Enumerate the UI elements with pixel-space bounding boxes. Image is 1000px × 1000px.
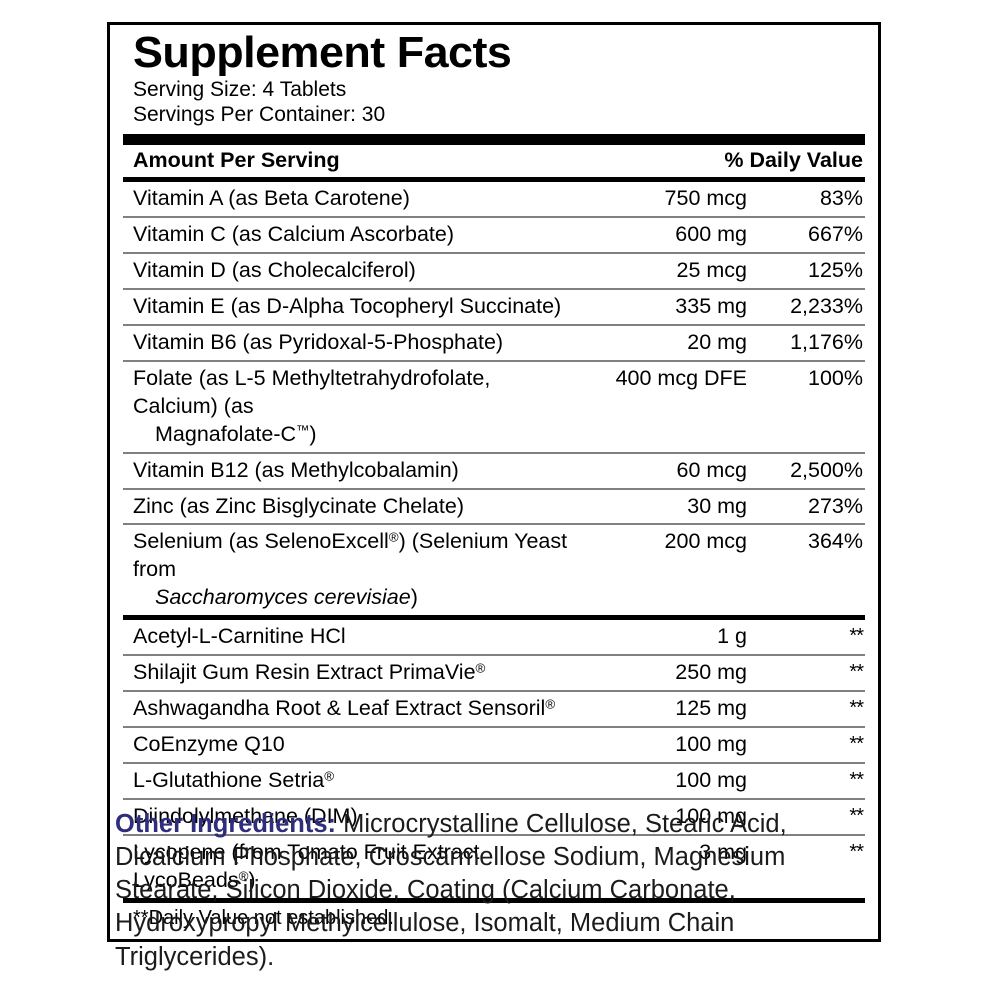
ingredient-daily-value: ** xyxy=(849,733,864,756)
ingredient-amount: 200 mcg xyxy=(664,529,747,554)
ingredient-daily-value: ** xyxy=(849,769,864,792)
ingredient-name: Vitamin A (as Beta Carotene) xyxy=(133,186,410,211)
ingredient-daily-value: ** xyxy=(849,804,864,827)
amount-per-serving-header: Amount Per Serving xyxy=(133,148,340,173)
table-row: Selenium (as SelenoExcell®) (Selenium Ye… xyxy=(123,525,865,615)
ingredient-name: Vitamin B6 (as Pyridoxal-5-Phosphate) xyxy=(133,329,504,354)
divider-between-sections xyxy=(123,615,865,621)
row-divider xyxy=(123,451,865,454)
table-row: Vitamin A (as Beta Carotene) 750 mcg 83% xyxy=(123,182,865,216)
ingredient-amount: 60 mcg xyxy=(676,457,747,482)
row-divider xyxy=(123,762,865,765)
ingredient-amount: 30 mg xyxy=(687,493,747,518)
divider-above-footnote xyxy=(123,897,865,903)
row-divider xyxy=(123,251,865,254)
row-divider xyxy=(123,323,865,326)
table-row: Folate (as L-5 Methyltetrahydrofolate, C… xyxy=(123,362,865,452)
ingredient-name: Folate (as L-5 Methyltetrahydrofolate, C… xyxy=(133,365,491,446)
other-actives-section: Acetyl-L-Carnitine HCl 1 g ** Shilajit Gum … xyxy=(123,620,865,898)
ingredient-daily-value: 2,500% xyxy=(790,457,863,482)
ingredient-amount: 20 mg xyxy=(687,329,747,354)
row-divider xyxy=(123,654,865,657)
row-divider xyxy=(123,833,865,836)
other-ingredients-label: Other Ingredients: xyxy=(115,810,337,838)
ingredient-name: L-Glutathione Setria® xyxy=(133,768,335,793)
vitamins-section: Vitamin A (as Beta Carotene) 750 mcg 83% Vi… xyxy=(123,182,865,615)
ingredient-daily-value: ** xyxy=(849,697,864,720)
ingredient-name: Zinc (as Zinc Bisglycinate Chelate) xyxy=(133,493,464,518)
row-divider xyxy=(123,216,865,219)
ingredient-name: CoEnzyme Q10 xyxy=(133,732,285,757)
ingredient-name: Lycopene (from Tomato Fruit Extract Lyco… xyxy=(133,839,480,892)
row-divider xyxy=(123,690,865,693)
ingredient-daily-value: 83% xyxy=(819,186,863,211)
row-divider xyxy=(123,797,865,800)
ingredient-name: Selenium (as SelenoExcell®) (Selenium Ye… xyxy=(133,529,568,610)
ingredient-amount: 335 mg xyxy=(675,293,747,318)
ingredient-amount: 600 mg xyxy=(675,222,747,247)
divider-under-header xyxy=(123,177,865,183)
ingredient-daily-value: ** xyxy=(849,625,864,648)
ingredient-amount: 400 mcg DFE xyxy=(615,365,747,390)
ingredient-name: Vitamin C (as Calcium Ascorbate) xyxy=(133,222,455,247)
table-header-row: Amount Per Serving % Daily Value xyxy=(123,145,865,177)
table-row: Zinc (as Zinc Bisglycinate Chelate) 30 mg… xyxy=(123,490,865,524)
page-title: Supplement Facts xyxy=(133,28,512,77)
ingredient-name: Diindolylmethane (DIM) xyxy=(133,803,358,828)
table-row: Ashwagandha Root & Leaf Extract Sensoril… xyxy=(123,692,865,726)
other-ingredients-text: Microcrystalline Cellulose, Stearic Acid… xyxy=(115,810,787,971)
other-ingredients-block: Other Ingredients: Microcrystalline Cell… xyxy=(115,808,875,974)
ingredient-daily-value: 364% xyxy=(808,529,863,554)
ingredient-amount: 3 mg xyxy=(699,839,747,864)
table-row: Acetyl-L-Carnitine HCl 1 g ** xyxy=(123,620,865,654)
daily-value-footnote: **Daily Value not established. xyxy=(133,906,394,929)
table-row: Vitamin B12 (as Methylcobalamin) 60 mcg 2,… xyxy=(123,454,865,488)
ingredient-daily-value: ** xyxy=(849,661,864,684)
ingredient-amount: 100 mg xyxy=(675,803,747,828)
row-divider xyxy=(123,726,865,729)
daily-value-header: % Daily Value xyxy=(724,148,863,173)
table-row: Vitamin B6 (as Pyridoxal-5-Phosphate) 20 … xyxy=(123,326,865,360)
table-row: Diindolylmethane (DIM) 100 mg ** xyxy=(123,800,865,834)
table-row: Lycopene (from Tomato Fruit Extract Lyco… xyxy=(123,836,865,898)
ingredient-name: Vitamin E (as D-Alpha Tocopheryl Succina… xyxy=(133,293,562,318)
ingredient-daily-value: 125% xyxy=(808,257,863,282)
table-row: L-Glutathione Setria® 100 mg ** xyxy=(123,764,865,798)
ingredient-name: Acetyl-L-Carnitine HCl xyxy=(133,624,346,649)
ingredient-amount: 100 mg xyxy=(675,732,747,757)
ingredient-amount: 1 g xyxy=(717,624,747,649)
table-row: Vitamin E (as D-Alpha Tocopheryl Succina… xyxy=(123,290,865,324)
table-row: Vitamin D (as Cholecalciferol) 25 mcg 125% xyxy=(123,254,865,288)
ingredient-amount: 250 mg xyxy=(675,660,747,685)
ingredient-amount: 750 mcg xyxy=(664,186,747,211)
ingredient-name: Ashwagandha Root & Leaf Extract Sensoril… xyxy=(133,696,556,721)
supplement-facts-panel: Supplement Facts Serving Size: 4 Tablets… xyxy=(107,22,881,942)
row-divider xyxy=(123,287,865,290)
table-row: CoEnzyme Q10 100 mg ** xyxy=(123,728,865,762)
table-row: Vitamin C (as Calcium Ascorbate) 600 mg 66… xyxy=(123,218,865,252)
ingredient-daily-value: ** xyxy=(849,840,864,863)
row-divider xyxy=(123,359,865,362)
table-row: Shilajit Gum Resin Extract PrimaVie® 250 … xyxy=(123,656,865,690)
row-divider xyxy=(123,523,865,526)
ingredient-amount: 125 mg xyxy=(675,696,747,721)
ingredient-name: Vitamin D (as Cholecalciferol) xyxy=(133,257,416,282)
divider-thick-top xyxy=(123,134,865,146)
ingredient-daily-value: 273% xyxy=(808,493,863,518)
row-divider xyxy=(123,487,865,490)
serving-size-text: Serving Size: 4 Tablets xyxy=(133,77,347,101)
ingredient-amount: 25 mcg xyxy=(676,257,747,282)
ingredient-daily-value: 100% xyxy=(808,365,863,390)
ingredient-name: Shilajit Gum Resin Extract PrimaVie® xyxy=(133,660,486,685)
ingredient-name: Vitamin B12 (as Methylcobalamin) xyxy=(133,457,459,482)
ingredient-daily-value: 2,233% xyxy=(790,293,863,318)
ingredient-amount: 100 mg xyxy=(675,768,747,793)
servings-per-container-text: Servings Per Container: 30 xyxy=(133,103,386,127)
ingredient-daily-value: 1,176% xyxy=(790,329,863,354)
ingredient-daily-value: 667% xyxy=(808,222,863,247)
